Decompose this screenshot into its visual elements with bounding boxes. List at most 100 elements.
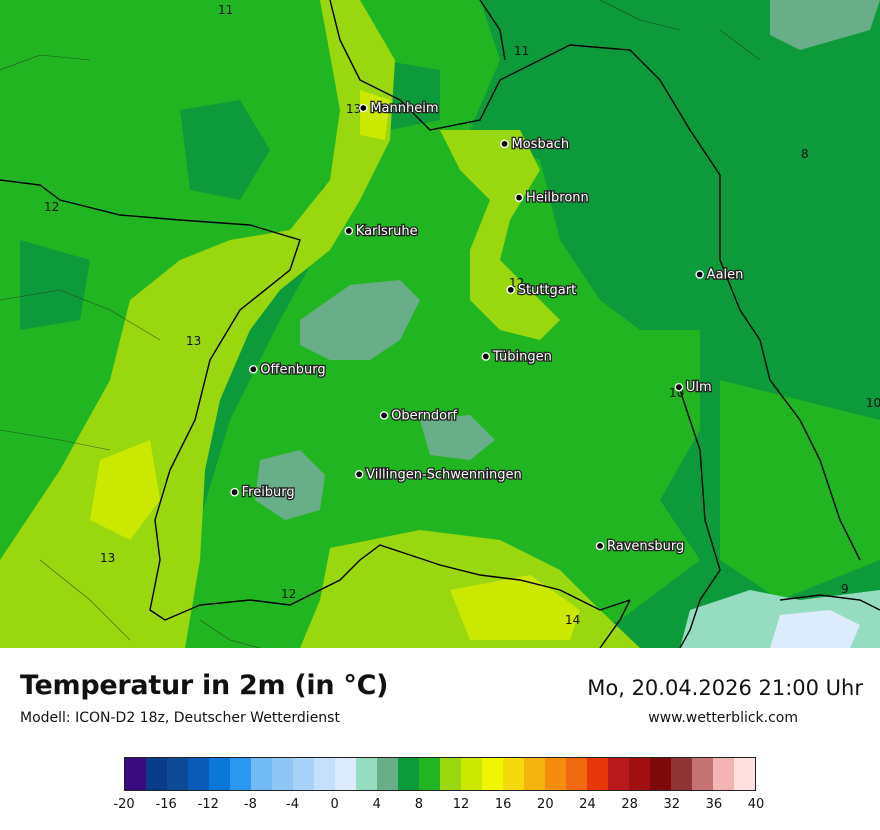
legend-color-step (167, 758, 188, 790)
temp-zone-0-2-alps (770, 610, 860, 648)
city-label: Freiburg (242, 485, 295, 500)
legend-color-step (692, 758, 713, 790)
legend-color-step (566, 758, 587, 790)
temp-zone-10-12-east (720, 380, 880, 600)
city-label: Oberndorf (391, 408, 457, 423)
legend-color-step (482, 758, 503, 790)
legend-tick-label: 8 (414, 797, 424, 812)
legend-color-step (398, 758, 419, 790)
city-label: Tübingen (492, 349, 552, 364)
legend-tick-label: -4 (286, 797, 300, 812)
legend-color-step (188, 758, 209, 790)
legend-color-step (272, 758, 293, 790)
city-stuttgart: Stuttgart (506, 282, 578, 299)
city-label: Stuttgart (518, 283, 576, 298)
temp-zone-4-6-northeast (770, 0, 880, 50)
temp-zone-14-16-b (450, 575, 580, 640)
legend-color-step (146, 758, 167, 790)
legend-color-step (251, 758, 272, 790)
map-svg: 11 11 13 8 12 12 13 10 10 13 12 14 9 Man… (0, 0, 880, 648)
forecast-datetime: Mo, 20.04.2026 21:00 Uhr (587, 676, 863, 700)
city-dot (506, 285, 516, 295)
legend-tick-label: 12 (452, 797, 470, 812)
city-ravensburg: Ravensburg (595, 538, 686, 555)
isotherm-label: 13 (346, 102, 361, 116)
city-ulm: Ulm (674, 379, 713, 396)
city-label: Mosbach (512, 137, 570, 152)
city-label: Karlsruhe (356, 224, 418, 239)
isotherm-label: 12 (44, 200, 59, 214)
legend-color-step (650, 758, 671, 790)
city-dot (481, 352, 491, 361)
city-label: Villingen-Schwenningen (366, 467, 522, 482)
city-karlsruhe: Karlsruhe (344, 223, 419, 240)
city-dot (595, 541, 605, 551)
city-dot (379, 411, 389, 420)
city-dot (514, 193, 524, 202)
city-label: Aalen (707, 267, 744, 282)
legend-color-step (734, 758, 755, 790)
city-t-bingen: Tübingen (481, 348, 553, 366)
city-label: Ravensburg (607, 539, 684, 554)
temp-zone-14-16-a (90, 440, 160, 540)
legend-tick-label: 32 (663, 797, 680, 812)
city-label: Mannheim (370, 101, 438, 116)
temp-zone-14-16-c (360, 90, 390, 140)
isotherm-label: 13 (100, 551, 115, 565)
city-mannheim: Mannheim (359, 100, 440, 117)
city-mosbach: Mosbach (500, 136, 570, 153)
legend-tick-label: 24 (579, 797, 596, 812)
legend-tick-label: -8 (243, 797, 257, 812)
legend-color-step (293, 758, 314, 790)
city-dot (230, 487, 239, 497)
legend-color-step (545, 758, 566, 790)
city-oberndorf: Oberndorf (379, 407, 459, 425)
city-markers: Mannheim Mosbach Heilbronn Karlsruhe Aalen St… (230, 100, 745, 555)
legend-tick-label: -12 (197, 797, 219, 812)
temp-patch-8-10-a (180, 100, 270, 200)
city-heilbronn: Heilbronn (514, 189, 590, 207)
legend-tick-label: -16 (155, 797, 177, 812)
legend-tick-label: 20 (537, 797, 554, 812)
city-dot (344, 226, 354, 236)
isotherm-label: 10 (866, 396, 880, 410)
legend-tick-label: 4 (372, 797, 381, 812)
isotherm-label: 11 (514, 44, 529, 58)
city-dot (248, 364, 258, 374)
legend-color-step (440, 758, 461, 790)
temp-zone-4-6-alb (420, 415, 495, 460)
isotherm-label: 13 (186, 334, 201, 348)
legend-color-step (671, 758, 692, 790)
legend-tick-label: 0 (330, 797, 339, 812)
model-info: Modell: ICON-D2 18z, Deutscher Wetterdie… (20, 710, 340, 726)
legend-tick-label: 16 (494, 797, 512, 812)
city-freiburg: Freiburg (230, 484, 296, 502)
legend-color-step (419, 758, 440, 790)
website-link[interactable]: www.wetterblick.com (648, 710, 798, 726)
city-dot (674, 382, 684, 392)
temp-zone-4-6-south-black-forest (255, 450, 325, 520)
legend-color-step (356, 758, 377, 790)
isotherm-label: 8 (801, 147, 809, 161)
city-aalen: Aalen (695, 266, 745, 284)
isotherm-label: 12 (281, 587, 296, 601)
legend-color-step (587, 758, 608, 790)
city-label: Heilbronn (526, 191, 589, 206)
city-label: Ulm (686, 380, 712, 395)
city-dot (695, 270, 704, 279)
legend-colorbar (124, 757, 756, 791)
legend-color-step (377, 758, 398, 790)
legend-color-step (503, 758, 524, 790)
city-villingen-schwenningen: Villingen-Schwenningen (354, 466, 523, 484)
legend-tick-label: 28 (621, 797, 638, 812)
legend-color-step (335, 758, 356, 790)
temp-zone-4-6-north-black-forest (300, 280, 420, 360)
temperature-legend: -20 -16 -12 -8 -4 0 4 8 12 16 20 24 28 32 36 40 (113, 757, 764, 812)
city-offenburg: Offenburg (248, 361, 327, 379)
legend-color-step (125, 758, 146, 790)
legend-color-step (209, 758, 230, 790)
temperature-map: 11 11 13 8 12 12 13 10 10 13 12 14 9 Man… (0, 0, 880, 648)
isotherm-labels: 11 11 13 8 12 12 13 10 10 13 12 14 9 (44, 3, 880, 627)
city-dot (354, 469, 364, 479)
country-borders (0, 0, 880, 648)
